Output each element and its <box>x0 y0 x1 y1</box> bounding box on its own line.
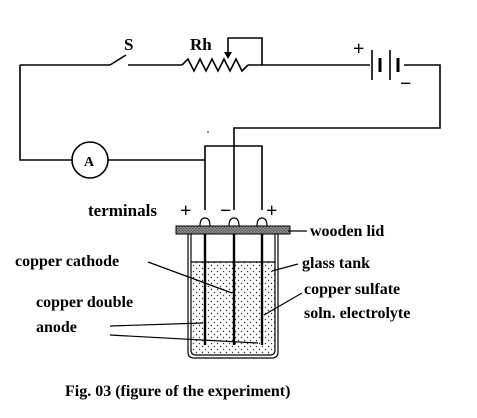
switch-label: S <box>124 35 133 54</box>
terminal-middle <box>228 217 240 227</box>
terminal-left <box>199 217 211 227</box>
rheostat-label: Rh <box>190 35 212 54</box>
battery <box>371 50 400 80</box>
terminal-sign-left: + <box>180 200 191 222</box>
terminal-sign-middle: − <box>220 200 231 222</box>
rheostat <box>181 37 263 73</box>
terminal-sign-right: + <box>266 200 277 222</box>
battery-plus: + <box>353 38 364 60</box>
terminals-label: terminals <box>88 201 157 220</box>
copper-cathode-label: copper cathode <box>15 253 119 270</box>
terminal-right <box>256 217 268 227</box>
copper-sulfate-label: copper sulfate <box>304 281 400 298</box>
ammeter-circle <box>71 141 109 179</box>
glass-tank <box>187 233 279 359</box>
electrolyte-label: soln. electrolyte <box>304 305 410 322</box>
wooden-lid <box>175 225 291 235</box>
figure-caption: Fig. 03 (figure of the experiment) <box>65 383 290 400</box>
ammeter-label: A <box>84 155 95 170</box>
copper-double-label: copper double <box>36 294 133 311</box>
battery-minus: − <box>400 73 411 95</box>
leader-lines <box>109 230 307 344</box>
switch-blade <box>109 54 127 66</box>
electrolytic-cell <box>175 217 291 359</box>
anode-label: anode <box>36 319 77 336</box>
stray-dot <box>207 131 209 133</box>
circuit-wires <box>19 54 441 210</box>
wooden-lid-label: wooden lid <box>310 223 384 240</box>
glass-tank-label: glass tank <box>302 255 370 272</box>
